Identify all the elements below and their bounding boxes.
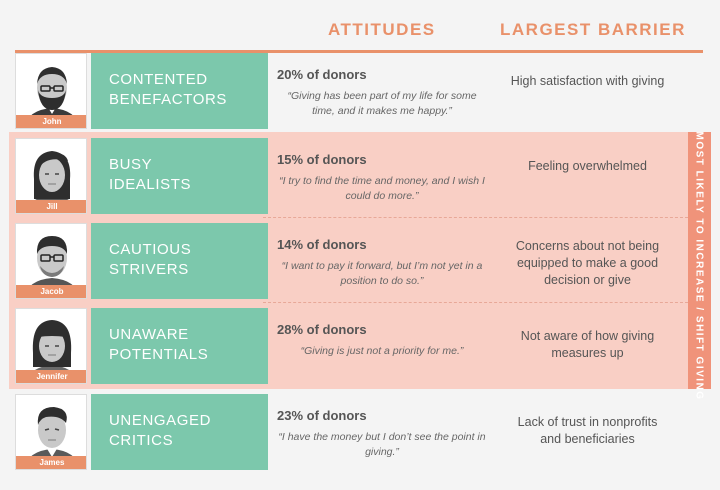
persona-row-james: James UNENGAGED CRITICS 23% of donors “I… [15,394,688,470]
persona-row-jill: Jill BUSY IDEALISTS 15% of donors “I try… [15,138,688,214]
segment-line1: CAUTIOUS [109,241,192,258]
persona-name: John [16,115,86,128]
persona-name: James [16,456,86,469]
segment-line1: CONTENTED [109,71,208,88]
donor-percent: 23% of donors [277,408,367,423]
segment-label: BUSY IDEALISTS [91,138,268,214]
row-divider [263,302,688,303]
barrier-text: Not aware of how giving measures up [520,329,655,360]
segment-label: UNENGAGED CRITICS [91,394,268,470]
persona-name: Jennifer [16,370,86,383]
segment-line1: UNAWARE [109,326,189,343]
segment-label: UNAWARE POTENTIALS [91,308,268,384]
segment-line1: UNENGAGED [109,412,212,429]
donor-quote: “I have the money but I don’t see the po… [278,431,486,458]
barrier-text: Concerns about not being equipped to mak… [515,239,660,287]
donor-quote: “I want to pay it forward, but I’m not y… [281,260,483,287]
avatar-john: John [15,53,87,129]
segment-line1: BUSY [109,156,153,173]
persona-row-jacob: Jacob CAUTIOUS STRIVERS 14% of donors “I… [15,223,688,299]
segment-line2: POTENTIALS [109,346,209,363]
avatar-jennifer: Jennifer [15,308,87,384]
donor-percent: 28% of donors [277,322,367,337]
segment-line2: BENEFACTORS [109,91,228,108]
side-label-bar [688,132,711,389]
barrier-text: Lack of trust in nonprofits and benefici… [517,415,658,446]
persona-name: Jacob [16,285,86,298]
avatar-jacob: Jacob [15,223,87,299]
donor-quote: “Giving has been part of my life for som… [287,90,477,117]
donor-percent: 15% of donors [277,152,367,167]
segment-line2: CRITICS [109,432,174,449]
donor-percent: 20% of donors [277,67,367,82]
persona-name: Jill [16,200,86,213]
largest-barrier-header: LARGEST BARRIER [500,20,686,39]
segment-label: CONTENTED BENEFACTORS [91,53,268,129]
avatar-james: James [15,394,87,470]
side-label: MOST LIKELY TO INCREASE / SHIFT GIVING [693,131,705,401]
persona-row-jennifer: Jennifer UNAWARE POTENTIALS 28% of donor… [15,308,688,384]
barrier-text: High satisfaction with giving [510,74,665,88]
barrier-text: Feeling overwhelmed [528,159,647,173]
avatar-jill: Jill [15,138,87,214]
donor-quote: “Giving is just not a priority for me.” [300,345,464,357]
donor-percent: 14% of donors [277,237,367,252]
segment-line2: IDEALISTS [109,176,192,193]
header-rule [15,50,703,53]
row-divider [263,217,688,218]
donor-quote: “I try to find the time and money, and I… [279,175,485,202]
segment-label: CAUTIOUS STRIVERS [91,223,268,299]
persona-row-john: John CONTENTED BENEFACTORS 20% of donors… [15,53,688,129]
segment-line2: STRIVERS [109,261,189,278]
attitudes-header: ATTITUDES [328,20,436,39]
